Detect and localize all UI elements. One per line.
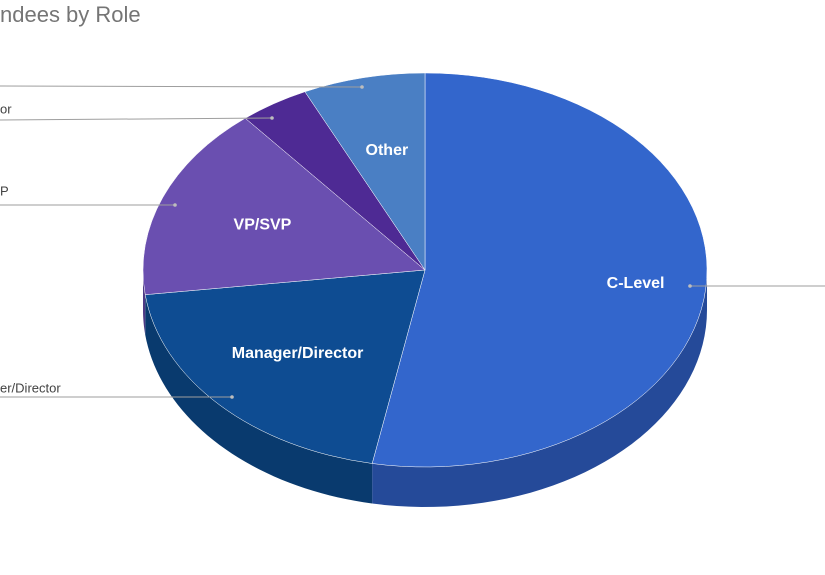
slice <box>304 72 426 271</box>
leader-dot <box>230 395 234 399</box>
leader-dot <box>270 116 274 120</box>
leader-line <box>0 85 363 88</box>
slice-side <box>372 270 707 507</box>
slice-side <box>145 294 373 504</box>
slice-label: Manager/Director <box>232 345 364 362</box>
callout-label: er/Director <box>0 380 61 395</box>
leader-dot <box>360 85 364 89</box>
chart-title: ndees by Role <box>0 2 141 27</box>
slice <box>142 117 426 295</box>
callout-label: P <box>0 183 9 198</box>
leader-dot <box>688 284 692 288</box>
leader-dot <box>173 203 177 207</box>
slice-label: VP/SVP <box>234 216 292 233</box>
slice <box>144 269 426 464</box>
slice-label: Other <box>366 142 409 159</box>
callout-label: or <box>0 101 12 116</box>
slice <box>371 72 708 468</box>
slice-side <box>143 270 146 335</box>
leader-line <box>0 117 273 121</box>
slice-label: C-Level <box>607 275 665 292</box>
